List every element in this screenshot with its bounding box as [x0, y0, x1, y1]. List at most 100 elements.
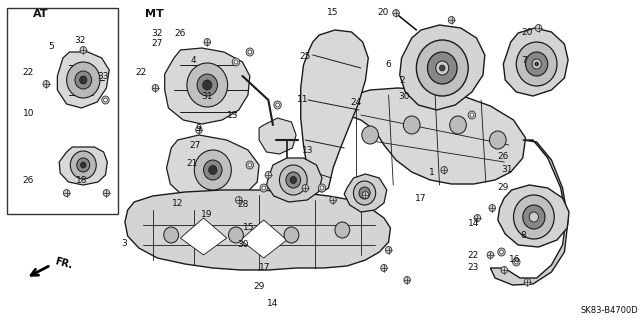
Circle shape — [280, 165, 307, 195]
Text: 17: 17 — [259, 263, 271, 272]
Circle shape — [204, 160, 222, 180]
Polygon shape — [164, 48, 250, 124]
Circle shape — [232, 58, 239, 66]
Text: 15: 15 — [327, 8, 339, 17]
Circle shape — [274, 101, 282, 109]
Text: 8: 8 — [520, 231, 525, 240]
Text: 32: 32 — [151, 29, 163, 38]
Circle shape — [403, 116, 420, 134]
Polygon shape — [400, 25, 485, 110]
Circle shape — [228, 227, 243, 243]
Circle shape — [302, 185, 308, 191]
Circle shape — [515, 260, 518, 264]
Text: 14: 14 — [266, 300, 278, 308]
Circle shape — [43, 81, 49, 87]
Polygon shape — [503, 28, 568, 96]
Circle shape — [500, 250, 503, 254]
Circle shape — [353, 181, 376, 205]
Circle shape — [77, 158, 90, 172]
Circle shape — [417, 40, 468, 96]
Polygon shape — [498, 185, 569, 247]
Circle shape — [80, 46, 86, 53]
Circle shape — [448, 17, 455, 23]
Circle shape — [246, 161, 253, 169]
Polygon shape — [60, 147, 108, 185]
Text: 21: 21 — [186, 159, 198, 168]
Circle shape — [79, 76, 87, 84]
Circle shape — [523, 205, 545, 229]
Polygon shape — [125, 190, 390, 270]
Circle shape — [290, 177, 296, 183]
Polygon shape — [490, 140, 568, 285]
Circle shape — [197, 74, 218, 96]
Circle shape — [441, 166, 447, 173]
Text: 16: 16 — [509, 255, 521, 264]
Polygon shape — [180, 218, 227, 255]
Text: 6: 6 — [385, 60, 390, 68]
Circle shape — [320, 186, 324, 190]
Circle shape — [104, 98, 108, 102]
Text: 27: 27 — [189, 141, 201, 150]
Circle shape — [470, 113, 474, 117]
Circle shape — [234, 60, 238, 64]
Text: 28: 28 — [237, 200, 248, 209]
Circle shape — [535, 25, 541, 31]
Circle shape — [152, 84, 159, 92]
Circle shape — [318, 184, 326, 192]
Circle shape — [248, 163, 252, 167]
Text: 4: 4 — [191, 56, 196, 65]
Text: 22: 22 — [468, 252, 479, 260]
Text: 23: 23 — [468, 263, 479, 272]
Circle shape — [330, 196, 337, 204]
Circle shape — [195, 150, 231, 190]
Circle shape — [450, 116, 467, 134]
Circle shape — [63, 189, 70, 196]
Circle shape — [468, 111, 476, 119]
Circle shape — [516, 42, 557, 86]
Text: AT: AT — [33, 9, 48, 20]
Text: 22: 22 — [22, 68, 34, 76]
Text: 9: 9 — [195, 124, 201, 132]
Text: 29: 29 — [253, 282, 265, 291]
Polygon shape — [259, 118, 296, 154]
Circle shape — [81, 162, 86, 168]
Circle shape — [440, 65, 445, 71]
Text: 13: 13 — [301, 146, 313, 155]
Circle shape — [428, 52, 457, 84]
Circle shape — [513, 195, 554, 239]
Text: 12: 12 — [172, 199, 183, 208]
Text: 19: 19 — [202, 210, 213, 219]
Text: 22: 22 — [135, 68, 147, 76]
Circle shape — [436, 61, 449, 75]
Circle shape — [187, 63, 228, 107]
Text: SK83-B4700D: SK83-B4700D — [580, 306, 638, 315]
Circle shape — [70, 151, 96, 179]
Text: 29: 29 — [497, 183, 509, 192]
Circle shape — [284, 227, 299, 243]
Polygon shape — [58, 52, 109, 108]
Circle shape — [67, 62, 100, 98]
Circle shape — [393, 10, 399, 17]
Circle shape — [524, 278, 531, 285]
Circle shape — [487, 252, 493, 259]
Text: 14: 14 — [468, 220, 479, 228]
Circle shape — [75, 71, 92, 89]
Circle shape — [204, 38, 211, 45]
Circle shape — [498, 248, 505, 256]
Circle shape — [335, 222, 349, 238]
Polygon shape — [166, 135, 259, 202]
Text: 25: 25 — [300, 52, 311, 60]
Circle shape — [276, 103, 280, 107]
Text: 10: 10 — [22, 109, 34, 118]
Circle shape — [209, 165, 217, 174]
Circle shape — [265, 172, 271, 179]
Circle shape — [535, 62, 538, 66]
Text: 26: 26 — [175, 29, 186, 38]
Circle shape — [381, 265, 387, 271]
Circle shape — [260, 184, 268, 192]
Circle shape — [248, 50, 252, 54]
Text: 7: 7 — [521, 56, 527, 65]
Circle shape — [103, 189, 109, 196]
Text: MT: MT — [145, 9, 164, 20]
Text: 26: 26 — [22, 176, 34, 185]
